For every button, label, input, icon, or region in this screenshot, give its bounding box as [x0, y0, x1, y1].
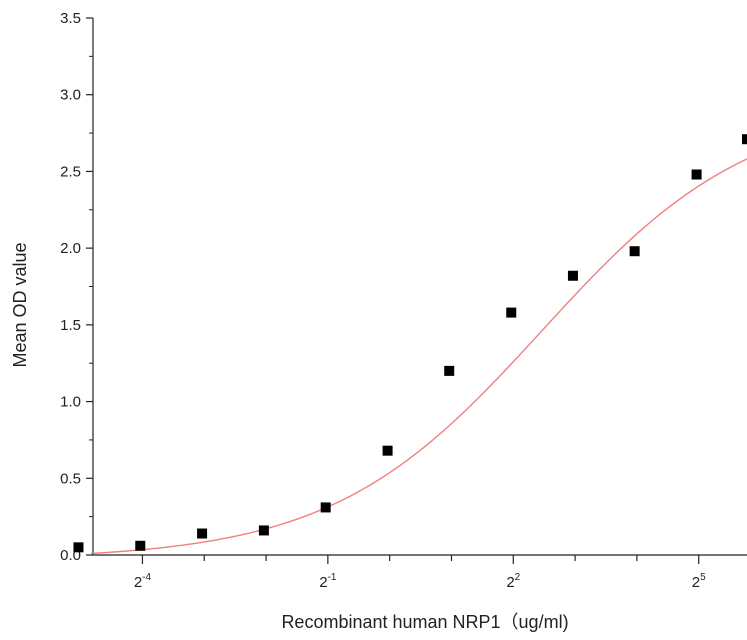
y-tick-label: 2.5	[60, 163, 81, 180]
data-point	[567, 270, 578, 281]
fit-curve-line	[90, 158, 747, 555]
y-tick-label: 0.5	[60, 470, 81, 487]
x-tick-label: 2-4	[134, 572, 152, 591]
data-point	[197, 528, 208, 539]
data-point	[258, 525, 269, 536]
data-point	[444, 365, 455, 376]
y-tick-label: 1.5	[60, 317, 81, 334]
data-points	[73, 134, 747, 553]
x-tick-label: 2-1	[319, 572, 337, 591]
y-tick-label: 1.0	[60, 394, 81, 411]
y-tick-label: 3.5	[60, 10, 81, 27]
y-axis-title: Mean OD value	[10, 242, 30, 367]
y-tick-label: 2.0	[60, 240, 81, 257]
data-point	[320, 502, 331, 513]
y-axis: 0.00.51.01.52.02.53.03.5	[60, 10, 94, 564]
data-point	[629, 246, 640, 257]
data-point	[73, 542, 84, 553]
data-point	[135, 540, 146, 551]
data-point	[382, 445, 393, 456]
data-point	[506, 307, 517, 318]
x-tick-label: 22	[506, 572, 520, 591]
data-point	[691, 169, 702, 180]
x-axis: 2-4 2-1 22 25	[93, 554, 747, 591]
data-point	[742, 134, 747, 145]
x-tick-label: 25	[692, 572, 706, 591]
y-tick-label: 3.0	[60, 87, 81, 104]
x-axis-title: Recombinant human NRP1（ug/ml)	[281, 612, 568, 632]
